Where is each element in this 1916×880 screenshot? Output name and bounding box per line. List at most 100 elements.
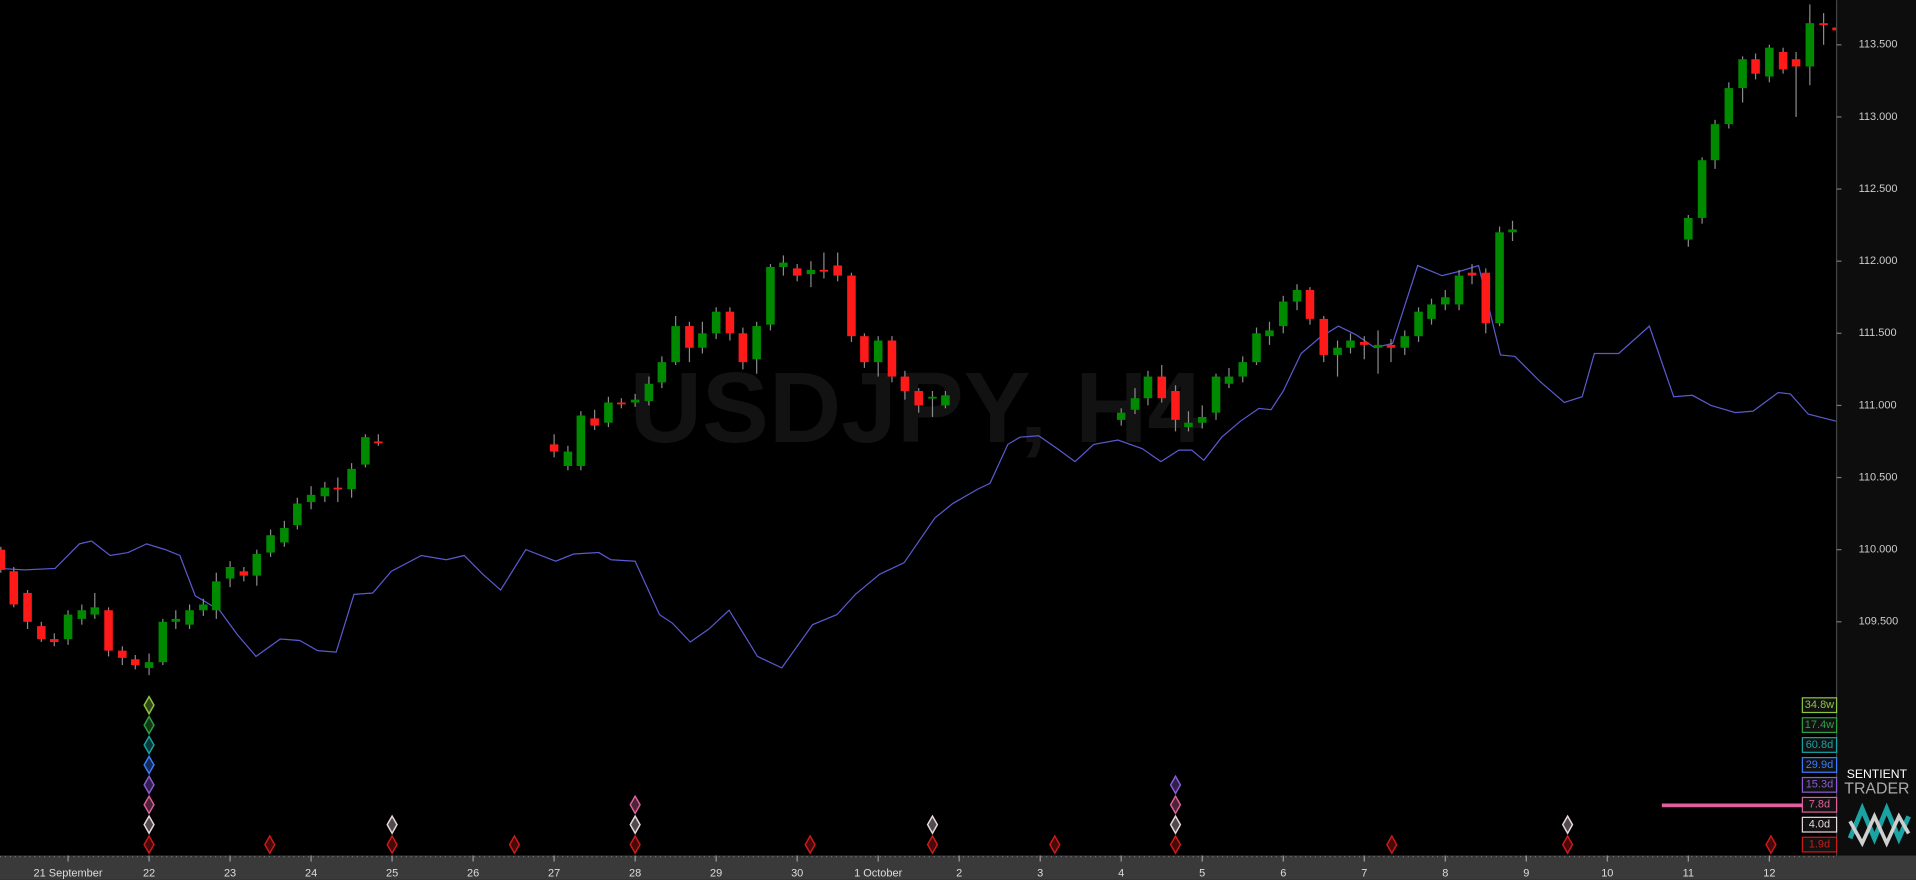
logo-line2: TRADER [1844,781,1909,798]
y-tick-label: 110.000 [1859,544,1898,556]
x-tick-label: 21 September [34,868,103,880]
candle-body [144,662,154,668]
candle-body [1791,59,1801,67]
cycle-legend-label: 1.9d [1809,838,1830,850]
cycle-marker [143,834,155,855]
x-tick-label: 24 [305,868,317,880]
cycle-legend-label: 34.8w [1805,699,1834,711]
cycle-marker [1169,794,1182,815]
candle-body [725,311,735,334]
candle-body [860,336,869,363]
cycle-legend-label: 60.8d [1806,739,1834,751]
y-tick-label: 111.000 [1859,399,1897,411]
cycle-marker [1169,834,1182,855]
x-tick-label: 8 [1442,868,1448,880]
x-tick-label: 29 [710,868,722,880]
candle-body [644,383,654,402]
candle-body [1697,160,1707,218]
cycle-marker [926,814,939,835]
x-tick-label: 23 [224,868,236,880]
y-tick-label: 113.500 [1859,39,1898,51]
candle-body [280,528,289,543]
candle-body [792,268,802,276]
candle-body [1710,124,1720,161]
cycle-marker [1386,834,1398,855]
candle-body [752,326,761,360]
candle-body [617,402,626,405]
x-tick-label: 25 [386,868,398,880]
candle-body [671,326,680,363]
candle-body [1224,376,1234,384]
candle-body [185,610,194,625]
x-tick-label: 4 [1118,868,1124,880]
cycle-marker [629,814,641,835]
candle-body [873,340,883,363]
logo-icon [1847,802,1911,845]
candle-body [1197,416,1207,423]
candle-body [819,269,829,272]
candle-body [1508,229,1517,233]
cycle-marker [1169,774,1182,795]
candle-body [212,581,221,611]
cycle-marker [264,834,276,855]
candle-body [563,451,573,467]
x-tick-label: 30 [791,868,803,880]
cycle-marker [1561,814,1574,835]
candle-body [698,333,707,348]
cycle-legend-label: 17.4w [1805,719,1834,731]
candle-body [50,639,59,642]
candle-body [1143,376,1153,399]
y-tick-label: 110.500 [1859,471,1898,483]
candle-body [1765,47,1774,77]
candle-body [549,444,559,452]
indicator-line [0,264,1837,669]
candle-body [847,275,856,337]
candle-body [1359,341,1369,345]
cycle-legend-box [1801,737,1838,753]
candle-body [374,441,383,444]
x-tick-label: 2 [956,868,962,880]
candle-body [928,396,937,399]
candle-body [9,571,19,605]
y-tick-label: 111.500 [1859,327,1897,339]
candle-body [158,621,168,663]
candle-body [252,553,262,576]
cycle-marker [386,814,398,835]
candle-body [333,487,343,490]
candle-body [0,549,6,570]
x-tick-label: 12 [1763,868,1775,880]
candle-body [1157,376,1167,399]
candle-body [1386,344,1396,348]
candle-body [90,607,100,615]
candle-body [1265,330,1274,337]
y-tick-label: 112.000 [1859,255,1898,267]
candle-body [1684,217,1693,240]
x-tick-label: 5 [1199,868,1205,880]
y-axis-panel [1836,0,1916,856]
x-tick-label: 27 [548,868,560,880]
candle-body [1238,362,1248,377]
candle-body [1211,376,1221,413]
cycle-legend-box [1801,776,1838,793]
cycle-legend-box [1801,796,1838,813]
candle-body [266,535,275,553]
cycle-marker [508,834,521,855]
candle-body [199,604,208,611]
candle-body [63,614,73,640]
candle-body [171,618,181,622]
candle-body [1724,88,1734,125]
x-tick-label: 7 [1361,868,1367,880]
candle-body [1184,422,1193,428]
candle-body [1805,23,1815,67]
candle-body [914,390,923,406]
candle-body [118,650,127,658]
cycle-marker [1049,834,1061,855]
cycle-marker [143,754,155,775]
logo-icon [1848,811,1911,848]
cycle-legend-box [1801,697,1838,714]
candle-body [657,362,667,383]
cycle-marker [1561,834,1574,855]
